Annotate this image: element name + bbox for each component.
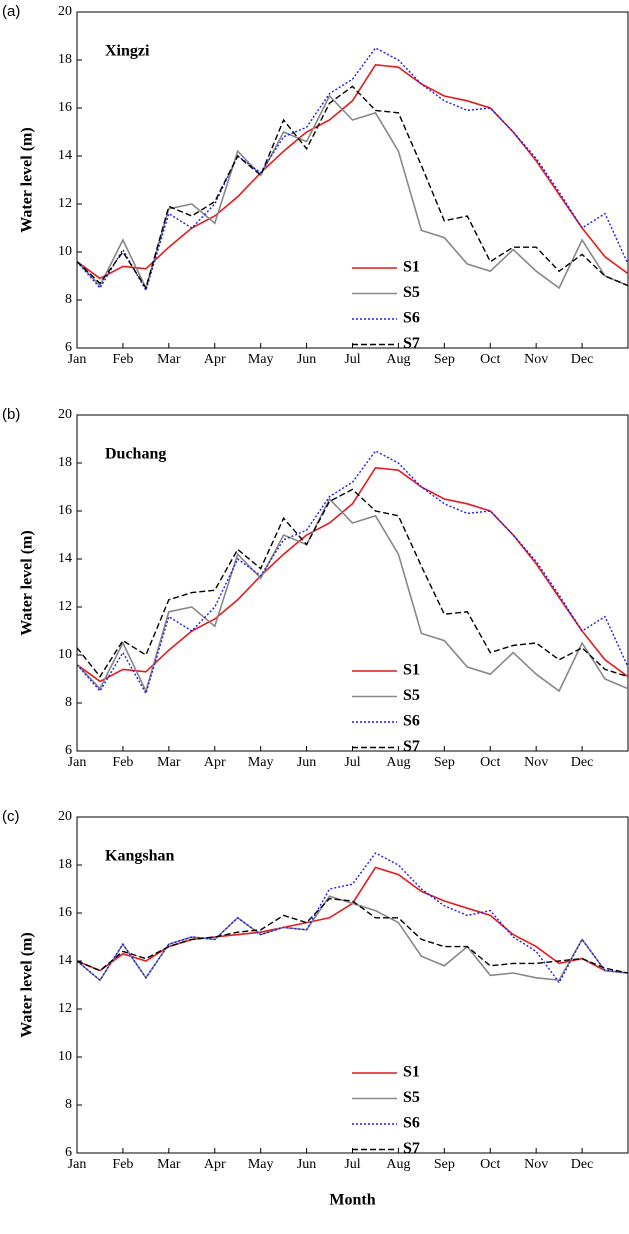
series-line bbox=[76, 852, 629, 984]
x-tick-label: Jul bbox=[344, 755, 360, 770]
legend-label: S7 bbox=[403, 1140, 420, 1157]
x-tick-label: Nov bbox=[524, 352, 548, 367]
y-tick-label: 6 bbox=[65, 743, 72, 758]
y-tick-label: 18 bbox=[58, 455, 72, 470]
y-tick-label: 18 bbox=[58, 52, 72, 67]
panel-label: (a) bbox=[2, 3, 20, 20]
x-tick-label: Jul bbox=[344, 1157, 360, 1172]
series-line bbox=[76, 85, 629, 290]
legend-label: S1 bbox=[403, 1064, 420, 1081]
y-tick-label: 8 bbox=[65, 695, 72, 710]
series-line bbox=[76, 895, 629, 982]
station-name: Xingzi bbox=[105, 43, 150, 60]
y-tick-label: 18 bbox=[58, 857, 72, 872]
y-tick-label: 10 bbox=[58, 244, 72, 259]
series-line bbox=[76, 63, 629, 280]
x-tick-label: Jan bbox=[68, 352, 87, 367]
x-tick-label: Dec bbox=[571, 755, 594, 770]
x-tick-label: Jun bbox=[297, 755, 316, 770]
x-tick-label: Apr bbox=[204, 755, 226, 770]
legend-label: S6 bbox=[403, 310, 420, 327]
x-tick-label: Aug bbox=[386, 1157, 410, 1172]
plot-frame bbox=[76, 414, 629, 752]
series-line bbox=[76, 488, 629, 678]
x-tick-label: Mar bbox=[157, 352, 181, 367]
x-tick-label: Feb bbox=[112, 1157, 133, 1172]
x-axis-label: Month bbox=[329, 1192, 375, 1209]
legend-label: S1 bbox=[403, 259, 420, 276]
x-tick-label: Mar bbox=[157, 1157, 181, 1172]
y-tick-label: 12 bbox=[58, 599, 72, 614]
y-tick-label: 20 bbox=[58, 407, 72, 422]
panel-label: (c) bbox=[2, 808, 20, 825]
y-axis-label: Water level (m) bbox=[19, 530, 36, 635]
station-name: Kangshan bbox=[105, 848, 174, 865]
series-line bbox=[76, 450, 629, 696]
y-tick-label: 6 bbox=[65, 340, 72, 355]
y-tick-label: 20 bbox=[58, 4, 72, 19]
plot-frame bbox=[76, 816, 629, 1154]
x-tick-label: Jan bbox=[68, 755, 87, 770]
x-tick-label: Sep bbox=[434, 1157, 455, 1172]
series-line bbox=[76, 94, 629, 291]
x-tick-label: Apr bbox=[204, 352, 226, 367]
x-tick-label: Sep bbox=[434, 755, 455, 770]
legend-label: S7 bbox=[403, 335, 420, 352]
x-tick-label: Oct bbox=[480, 1157, 500, 1172]
y-tick-label: 10 bbox=[58, 647, 72, 662]
x-tick-label: Nov bbox=[524, 1157, 548, 1172]
y-tick-label: 12 bbox=[58, 196, 72, 211]
legend-label: S1 bbox=[403, 662, 420, 679]
y-axis-label: Water level (m) bbox=[19, 932, 36, 1037]
x-tick-label: Feb bbox=[112, 755, 133, 770]
y-tick-label: 14 bbox=[58, 148, 72, 163]
x-tick-label: Aug bbox=[386, 352, 410, 367]
series-line bbox=[76, 897, 629, 974]
x-tick-label: Jan bbox=[68, 1157, 87, 1172]
series-line bbox=[76, 47, 629, 293]
x-tick-label: Oct bbox=[480, 352, 500, 367]
x-tick-label: Feb bbox=[112, 352, 133, 367]
legend-label: S5 bbox=[403, 687, 420, 704]
x-tick-label: Sep bbox=[434, 352, 455, 367]
y-tick-label: 14 bbox=[58, 953, 72, 968]
plot-frame bbox=[76, 11, 629, 349]
station-name: Duchang bbox=[105, 446, 166, 463]
y-tick-label: 16 bbox=[58, 905, 72, 920]
y-tick-label: 8 bbox=[65, 1097, 72, 1112]
y-tick-label: 16 bbox=[58, 503, 72, 518]
legend-label: S6 bbox=[403, 713, 420, 730]
y-tick-label: 16 bbox=[58, 100, 72, 115]
x-tick-label: Dec bbox=[571, 352, 594, 367]
y-tick-label: 8 bbox=[65, 292, 72, 307]
x-tick-label: Jun bbox=[297, 1157, 316, 1172]
x-tick-label: Oct bbox=[480, 755, 500, 770]
legend-label: S5 bbox=[403, 1089, 420, 1106]
x-tick-label: Aug bbox=[386, 755, 410, 770]
y-tick-label: 14 bbox=[58, 551, 72, 566]
x-tick-label: Apr bbox=[204, 1157, 226, 1172]
panel-label: (b) bbox=[2, 406, 20, 423]
x-tick-label: Jul bbox=[344, 352, 360, 367]
y-axis-label: Water level (m) bbox=[19, 127, 36, 232]
y-tick-label: 20 bbox=[58, 809, 72, 824]
x-tick-label: Dec bbox=[571, 1157, 594, 1172]
y-tick-label: 6 bbox=[65, 1145, 72, 1160]
legend-label: S5 bbox=[403, 284, 420, 301]
legend-label: S6 bbox=[403, 1115, 420, 1132]
series-line bbox=[76, 466, 629, 683]
y-tick-label: 10 bbox=[58, 1049, 72, 1064]
legend-label: S7 bbox=[403, 738, 420, 755]
series-line bbox=[76, 497, 629, 694]
x-tick-label: Jun bbox=[297, 352, 316, 367]
x-tick-label: Mar bbox=[157, 755, 181, 770]
x-tick-label: May bbox=[248, 352, 274, 367]
y-tick-label: 12 bbox=[58, 1001, 72, 1016]
x-tick-label: May bbox=[248, 755, 274, 770]
x-tick-label: Nov bbox=[524, 755, 548, 770]
x-tick-label: May bbox=[248, 1157, 274, 1172]
